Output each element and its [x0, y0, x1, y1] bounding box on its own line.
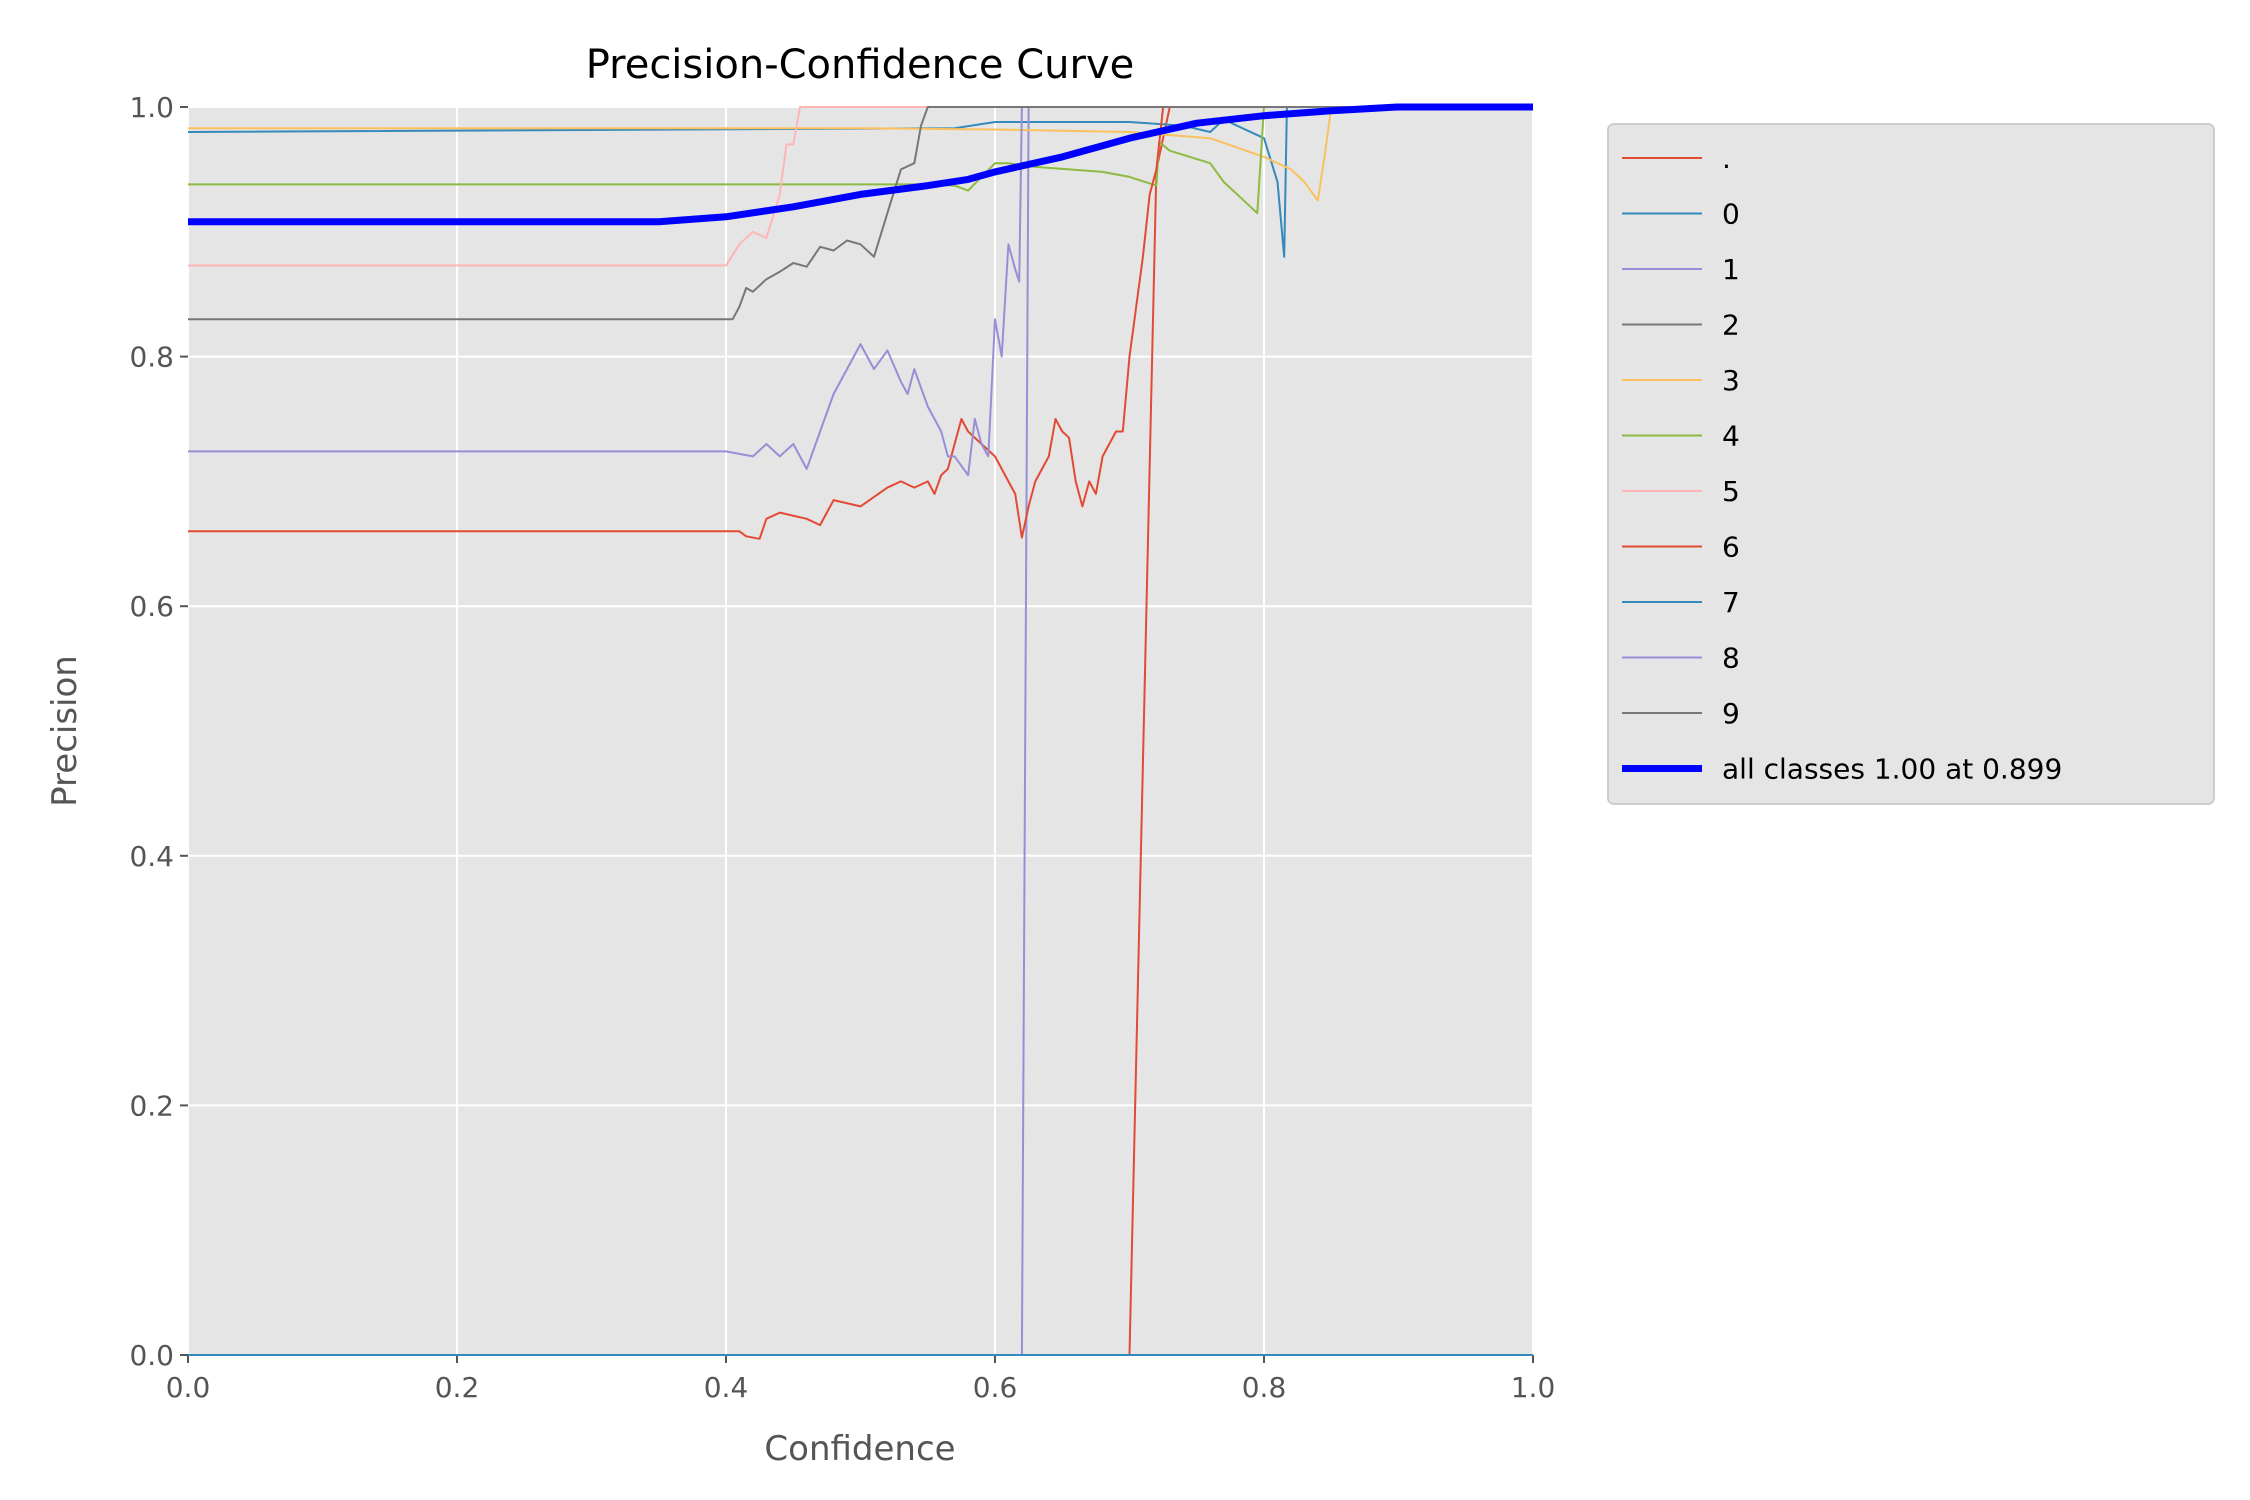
legend: . 0 1 2 3 4 5 6 7 8 9 all classes 1.00 at 0.899: [1607, 123, 2215, 805]
legend-box: [1607, 123, 2215, 805]
legend-label: 6: [1722, 531, 1740, 564]
series-lines: [188, 103, 1533, 1356]
legend-label: 3: [1722, 364, 1740, 397]
x-tick-label: 0.6: [973, 1371, 1018, 1404]
y-axis-ticks: 0.0 0.2 0.4 0.6 0.8 1.0: [129, 91, 188, 1372]
x-tick-label: 0.4: [704, 1371, 749, 1404]
x-tick-label: 1.0: [1511, 1371, 1556, 1404]
y-tick-label: 1.0: [129, 91, 174, 124]
series-line-6: [188, 106, 1533, 267]
y-axis-label: Precision: [45, 655, 85, 807]
x-tick-label: 0.0: [166, 1371, 211, 1404]
y-tick-label: 0.6: [129, 590, 174, 623]
legend-label: 5: [1722, 475, 1740, 508]
legend-label: 8: [1722, 642, 1740, 675]
plot-area: [188, 107, 1533, 1355]
series-line-10: [188, 106, 1533, 321]
legend-label: 0: [1722, 198, 1740, 231]
series-line-7: [188, 106, 1533, 540]
legend-label: 4: [1722, 420, 1740, 453]
chart-title: Precision-Confidence Curve: [586, 42, 1135, 88]
y-tick-label: 0.4: [129, 840, 174, 873]
legend-label: 9: [1722, 697, 1740, 730]
legend-label: .: [1722, 142, 1731, 175]
legend-label: 2: [1722, 309, 1740, 342]
y-tick-label: 0.0: [129, 1339, 174, 1372]
x-axis-label: Confidence: [764, 1429, 955, 1469]
series-line-11: [188, 103, 1533, 226]
series-line-4: [188, 106, 1533, 202]
y-tick-label: 0.8: [129, 341, 174, 374]
legend-label: all classes 1.00 at 0.899: [1722, 753, 2062, 786]
legend-items: . 0 1 2 3 4 5 6 7 8 9 all classes 1.00 at 0.899: [1622, 142, 2062, 786]
series-line-5: [188, 106, 1533, 215]
x-tick-label: 0.2: [435, 1371, 480, 1404]
legend-label: 7: [1722, 586, 1740, 619]
legend-label: 1: [1722, 253, 1740, 286]
grid-lines: [187, 106, 1534, 1356]
x-tick-label: 0.8: [1242, 1371, 1287, 1404]
series-line-9: [188, 106, 1533, 477]
y-tick-label: 0.2: [129, 1089, 174, 1122]
x-axis-ticks: 0.0 0.2 0.4 0.6 0.8 1.0: [166, 1355, 1556, 1404]
